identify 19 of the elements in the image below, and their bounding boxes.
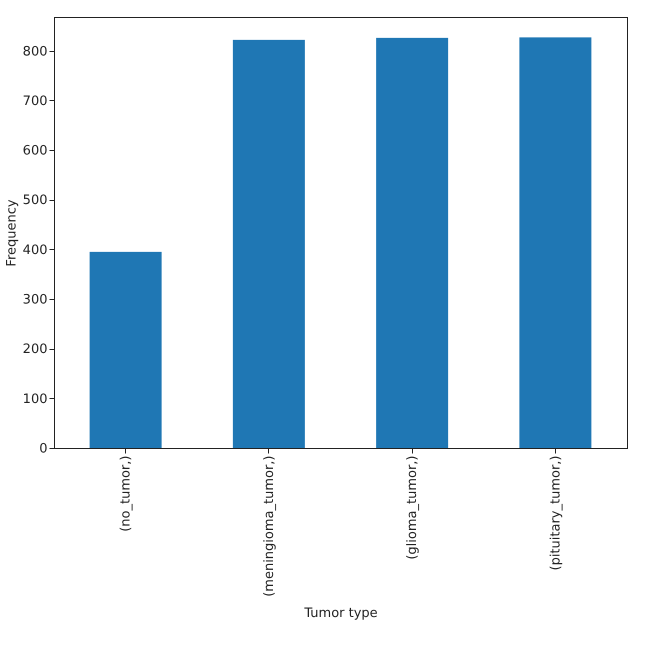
x-tick-label: (no_tumor,) [118, 456, 134, 532]
y-tick-label: 700 [22, 94, 48, 109]
x-tick-label: (pituitary_tumor,) [548, 456, 564, 570]
y-tick-label: 100 [22, 392, 48, 407]
y-tick-label: 400 [22, 242, 48, 258]
bar [376, 38, 448, 448]
bar [232, 40, 305, 448]
y-tick-label: 0 [39, 442, 48, 456]
y-tick-label: 800 [22, 44, 48, 60]
y-tick-label: 500 [22, 193, 48, 208]
x-tick-label: (glioma_tumor,) [405, 456, 420, 560]
y-tick-label: 600 [22, 144, 48, 159]
x-tick-label: (meningioma_tumor,) [262, 456, 277, 597]
y-tick-label: 300 [22, 292, 48, 308]
bar [519, 37, 592, 448]
y-axis-title: Frequency [4, 199, 20, 267]
bar [90, 252, 162, 448]
x-axis-title: Tumor type [303, 606, 378, 621]
y-tick-label: 200 [22, 342, 48, 358]
